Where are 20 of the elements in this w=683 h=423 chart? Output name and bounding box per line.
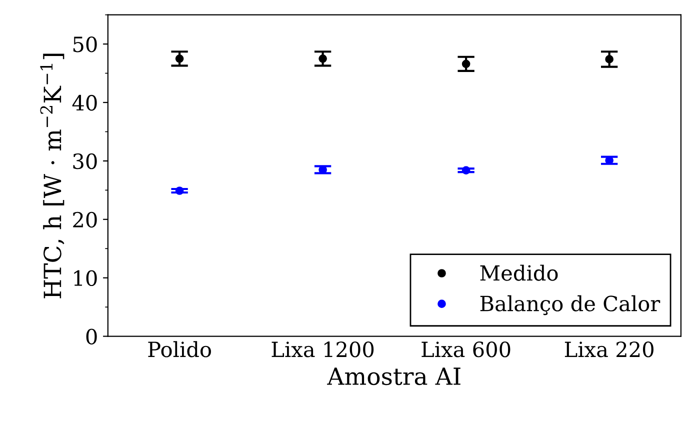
legend-label: Medido	[480, 264, 558, 281]
legend-label: Balanço de Calor	[480, 295, 660, 316]
point	[175, 186, 184, 195]
point	[462, 166, 470, 174]
point	[605, 55, 614, 64]
x-axis-title: Amostra AI	[327, 368, 460, 386]
x-tick-label: Lixa 1200	[272, 342, 374, 358]
y-tick-label: 10	[74, 270, 97, 286]
point	[175, 54, 184, 63]
y-tick-label: 0	[86, 328, 97, 344]
x-tick-label: Polido	[148, 341, 211, 358]
x-tick-label: Lixa 600	[422, 342, 510, 358]
y-tick-label: 20	[73, 212, 97, 228]
point	[462, 60, 470, 68]
y-tick-label: 30	[73, 153, 97, 170]
y-tick-label: 50	[73, 36, 97, 52]
point	[318, 54, 327, 63]
x-tick-label: Lixa 220	[564, 342, 654, 358]
y-tick-label: 40	[72, 94, 97, 111]
y-axis-title: HTC, h [W · m$^{−2}$K$^{−1}$]	[40, 54, 64, 298]
